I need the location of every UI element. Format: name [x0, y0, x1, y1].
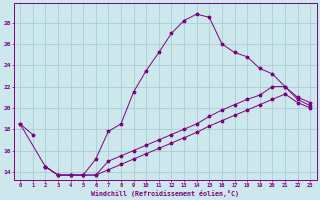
X-axis label: Windchill (Refroidissement éolien,°C): Windchill (Refroidissement éolien,°C): [91, 190, 239, 197]
